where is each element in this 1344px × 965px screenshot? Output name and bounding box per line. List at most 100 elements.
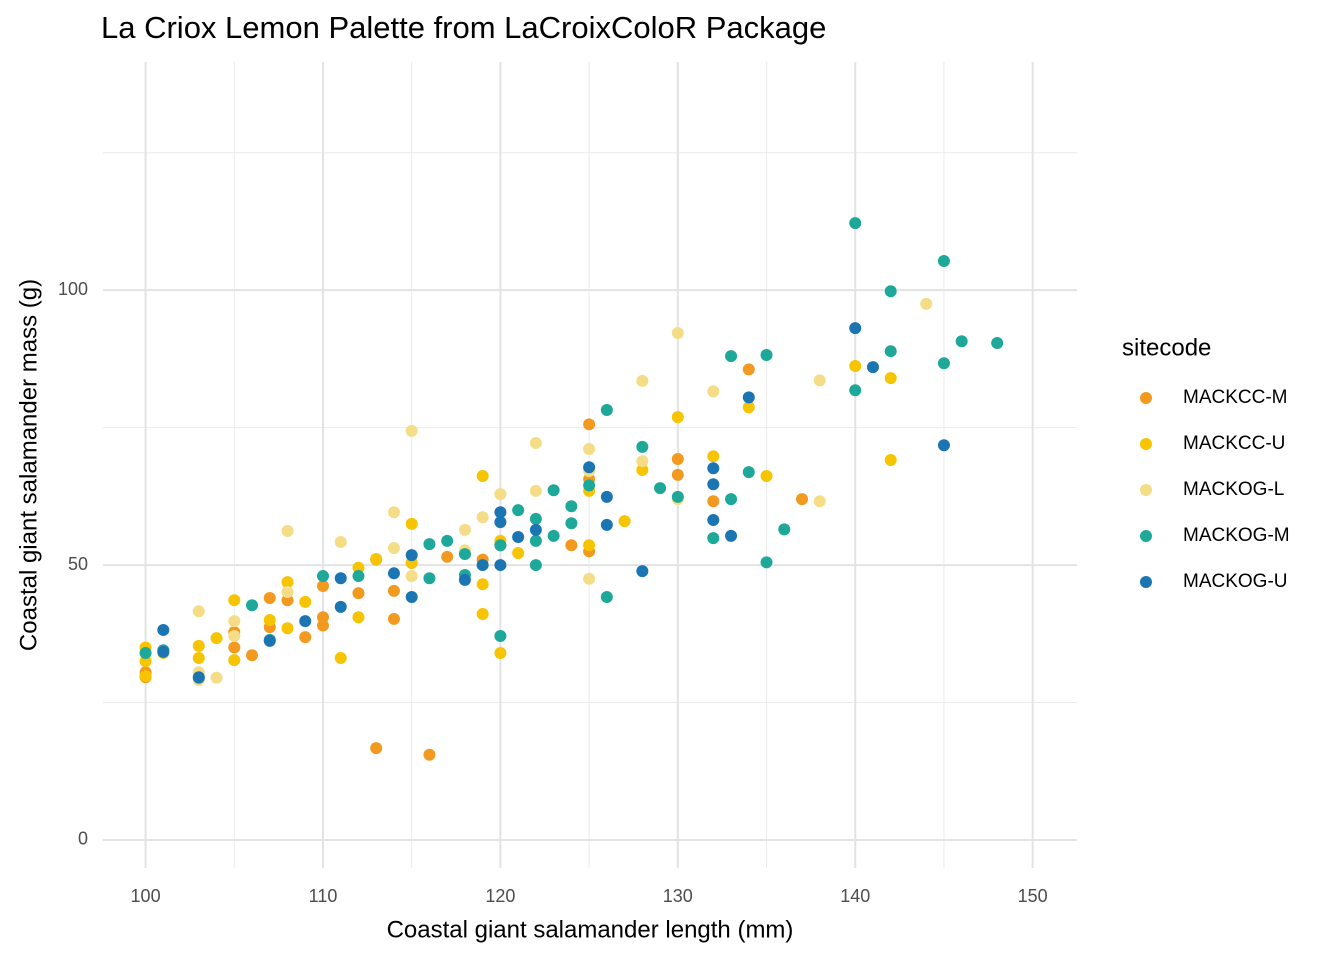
point xyxy=(299,615,312,628)
point xyxy=(583,479,596,492)
point xyxy=(139,647,152,660)
point xyxy=(937,439,950,452)
point xyxy=(937,357,950,370)
point xyxy=(423,572,436,585)
point xyxy=(387,612,400,625)
point xyxy=(884,285,897,298)
point xyxy=(583,461,596,474)
legend-swatch xyxy=(1140,438,1152,450)
y-tick-label: 50 xyxy=(68,554,88,574)
point xyxy=(760,349,773,362)
legend-label: MACKOG-U xyxy=(1183,571,1288,592)
point xyxy=(210,671,223,684)
point xyxy=(636,440,649,453)
point xyxy=(937,255,950,268)
point xyxy=(583,443,596,456)
x-tick-label: 120 xyxy=(485,886,515,906)
legend-swatch xyxy=(1140,484,1152,496)
point xyxy=(423,748,436,761)
point xyxy=(778,523,791,536)
point xyxy=(228,629,241,642)
point xyxy=(370,742,383,755)
point xyxy=(263,634,276,647)
point xyxy=(405,517,418,530)
point xyxy=(636,565,649,578)
point xyxy=(529,559,542,572)
point xyxy=(316,570,329,583)
point xyxy=(707,532,720,545)
point xyxy=(849,384,862,397)
point xyxy=(565,500,578,513)
point xyxy=(583,539,596,552)
point xyxy=(494,559,507,572)
point xyxy=(583,418,596,431)
point xyxy=(405,570,418,583)
point xyxy=(955,335,968,348)
point xyxy=(441,550,454,563)
point xyxy=(476,578,489,591)
point xyxy=(725,529,738,542)
point xyxy=(884,372,897,385)
chart-title: La Criox Lemon Palette from LaCroixColoR… xyxy=(101,10,826,45)
point xyxy=(884,454,897,467)
point xyxy=(334,600,347,613)
point xyxy=(849,322,862,335)
point xyxy=(263,592,276,605)
point xyxy=(565,517,578,530)
point xyxy=(441,534,454,547)
point xyxy=(760,556,773,569)
point xyxy=(813,374,826,387)
legend-label: MACKOG-L xyxy=(1183,479,1284,500)
point xyxy=(246,649,259,662)
point xyxy=(707,385,720,398)
point xyxy=(334,651,347,664)
point xyxy=(370,553,383,566)
point xyxy=(725,350,738,363)
point xyxy=(600,490,613,503)
y-tick-label: 100 xyxy=(58,279,88,299)
point xyxy=(387,567,400,580)
point xyxy=(796,493,809,506)
y-axis-label: Coastal giant salamander mass (g) xyxy=(15,279,42,651)
point xyxy=(991,336,1004,349)
point xyxy=(671,411,684,424)
x-tick-label: 110 xyxy=(309,886,338,906)
point xyxy=(494,539,507,552)
point xyxy=(228,654,241,667)
point xyxy=(476,511,489,524)
point xyxy=(547,484,560,497)
point xyxy=(494,488,507,501)
point xyxy=(458,523,471,536)
point xyxy=(387,542,400,555)
y-tick-label: 0 xyxy=(78,829,88,849)
point xyxy=(636,455,649,468)
point xyxy=(316,619,329,632)
point xyxy=(157,645,170,658)
point xyxy=(654,482,667,495)
point xyxy=(192,671,205,684)
point xyxy=(405,424,418,437)
point xyxy=(192,639,205,652)
point xyxy=(458,548,471,561)
point xyxy=(139,655,152,668)
point xyxy=(742,466,755,479)
x-tick-label: 100 xyxy=(131,886,161,906)
legend-swatch xyxy=(1140,392,1152,404)
point xyxy=(671,452,684,465)
point xyxy=(618,515,631,528)
point xyxy=(636,463,649,476)
point xyxy=(494,647,507,660)
point xyxy=(725,493,738,506)
point xyxy=(316,611,329,624)
point xyxy=(316,579,329,592)
point xyxy=(671,327,684,340)
point xyxy=(707,495,720,508)
point xyxy=(742,391,755,404)
point xyxy=(529,437,542,450)
point xyxy=(494,516,507,529)
legend-swatch xyxy=(1140,576,1152,588)
x-tick-label: 130 xyxy=(663,886,693,906)
point xyxy=(742,401,755,414)
point xyxy=(636,374,649,387)
point xyxy=(849,360,862,373)
